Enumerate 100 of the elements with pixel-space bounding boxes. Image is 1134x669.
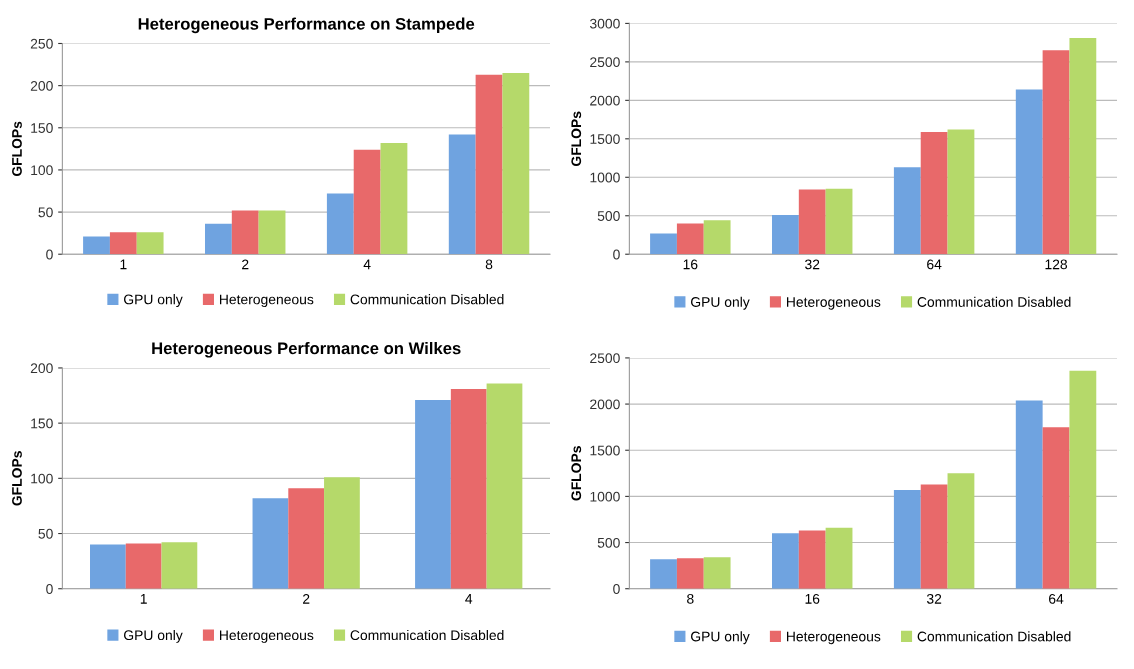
y-tick-label: 2000 [590,95,620,106]
x-tick-label: 2 [303,593,310,604]
y-tick-label: 2500 [590,57,620,68]
bar [231,210,259,255]
x-tick-label: 4 [363,259,371,270]
y-tick-label: 500 [597,211,620,221]
bar [772,533,799,589]
bar [258,210,286,255]
bar [1015,89,1043,255]
y-tick-label: 1000 [590,172,620,183]
x-tick-label: 32 [805,259,820,270]
y-tick-label: 200 [30,363,53,374]
x-tick-label: 16 [805,593,820,604]
bar [83,236,110,255]
y-tick-label: 1000 [590,491,620,502]
bar [893,167,921,255]
bar [798,530,826,589]
y-tick-label: 200 [30,80,53,91]
legend-label: Heterogeneous [220,630,314,643]
legend-label: GPU only [124,629,183,643]
legend-label: Heterogeneous [220,294,314,308]
bar [650,233,677,255]
bar [650,559,677,589]
bar [676,558,704,589]
bar [252,498,289,589]
bar [288,488,325,589]
x-tick-label: 1 [140,594,147,604]
bar [205,223,232,255]
bar [676,223,704,255]
y-tick-label: 50 [38,528,53,539]
bar [920,131,948,255]
bar [109,232,137,255]
legend-label: Heterogeneous [787,631,881,645]
legend-label: GPU only [691,296,750,310]
x-tick-label: 16 [683,259,698,270]
bar [798,189,826,255]
bar [947,473,975,589]
y-axis-title: GFLOPs [12,121,22,177]
bar [475,74,503,255]
bar [893,489,921,589]
x-tick-label: 128 [1045,259,1068,270]
legend-label: Heterogeneous [787,297,881,310]
legend-label: Communication Disabled [350,629,504,641]
y-tick-label: 0 [613,249,620,260]
legend-label: Communication Disabled [350,294,504,305]
chart-title: Heterogeneous Performance on Stampede [138,17,475,34]
y-tick-label: 0 [46,249,53,260]
legend-label: Communication Disabled [917,631,1071,642]
bar [1069,38,1097,255]
bar [825,527,853,589]
y-tick-label: 3000 [589,18,620,29]
x-tick-label: 2 [242,259,249,270]
y-tick-label: 150 [31,418,53,429]
x-tick-label: 8 [485,259,493,270]
y-tick-label: 250 [30,38,53,49]
bar [772,214,799,255]
bar [324,477,360,589]
bar [450,388,487,589]
y-axis-title: GFLOPs [12,451,22,506]
bar [1015,400,1043,589]
x-tick-label: 1 [120,259,127,270]
y-tick-label: 1500 [590,134,620,144]
x-tick-label: 32 [926,593,942,604]
bar [415,399,451,589]
bar [380,142,408,255]
bar [486,383,523,589]
y-tick-label: 1500 [590,445,620,456]
bar [502,72,530,255]
bar [90,544,126,589]
y-tick-label: 2000 [590,399,620,410]
bar [1042,427,1070,589]
bar [825,188,853,255]
x-tick-label: 8 [687,593,694,604]
bar [920,484,948,589]
x-tick-label: 64 [927,259,942,270]
legend-label: Communication Disabled [917,296,1071,307]
y-tick-label: 150 [31,123,53,133]
bar [703,557,731,589]
bar [1069,370,1097,589]
chart-title: Heterogeneous Performance on Wilkes [152,341,461,358]
bar [353,149,381,255]
bar [947,129,975,255]
y-tick-label: 50 [38,207,53,218]
bar [326,193,354,255]
x-tick-label: 64 [1049,593,1064,604]
bar [125,543,162,589]
legend-label: GPU only [124,294,183,308]
bar [1042,50,1070,255]
bar [136,232,164,255]
legend-label: GPU only [691,631,750,645]
bar [161,542,198,589]
y-axis-title: GFLOPs [571,446,582,501]
bar [448,134,476,255]
bar [703,220,731,255]
y-tick-label: 100 [31,473,53,484]
y-tick-label: 0 [613,584,620,594]
y-tick-label: 2500 [590,353,620,364]
y-tick-label: 500 [597,537,620,548]
y-tick-label: 0 [46,584,53,594]
y-axis-title: GFLOPs [571,111,582,167]
